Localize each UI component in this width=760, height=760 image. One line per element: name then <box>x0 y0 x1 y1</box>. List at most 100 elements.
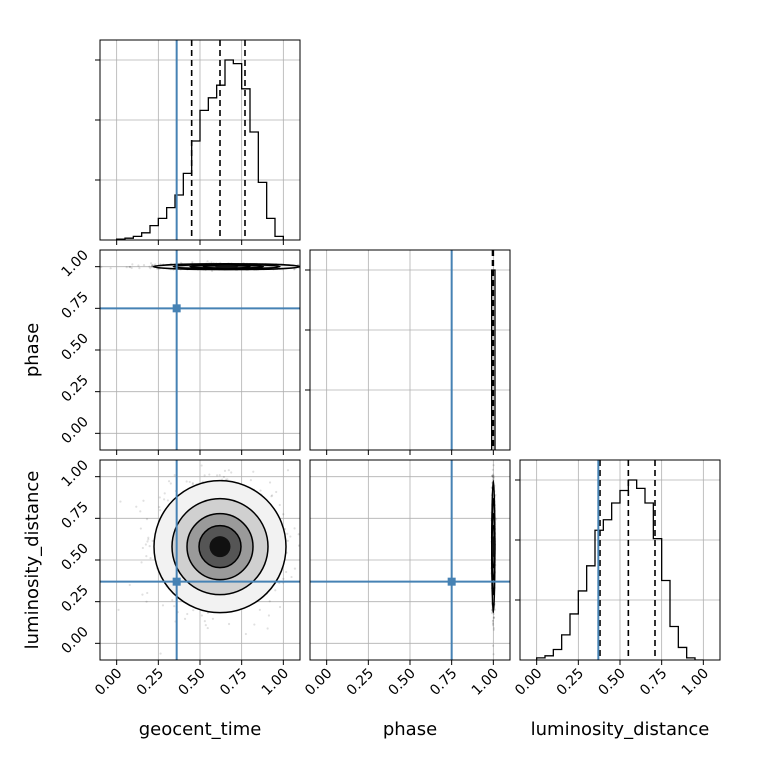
sample-point <box>131 263 134 266</box>
sample-point <box>491 475 494 478</box>
panel-frame <box>519 459 721 661</box>
panels: 0.000.250.500.751.000.000.250.500.751.00… <box>58 39 721 699</box>
sample-point <box>119 500 122 503</box>
sample-point <box>100 265 103 268</box>
sample-point <box>491 468 494 471</box>
sample-point <box>206 260 209 263</box>
sample-point <box>145 517 149 521</box>
sample-point <box>180 261 183 265</box>
sample-point <box>286 532 289 535</box>
sample-point <box>278 503 281 507</box>
sample-point <box>492 476 495 479</box>
sample-point <box>492 617 495 620</box>
truth-marker <box>172 577 181 586</box>
sample-point <box>491 619 495 622</box>
sample-point <box>258 608 261 611</box>
ylabel-phase: phase <box>22 323 43 377</box>
panel-frame <box>99 249 301 451</box>
sample-point <box>130 266 133 270</box>
sample-point <box>186 612 189 616</box>
sample-point <box>278 605 282 609</box>
sample-point <box>208 473 211 476</box>
sample-point <box>139 510 142 513</box>
sample-point <box>492 476 495 479</box>
xlabel-luminosity-distance: luminosity_distance <box>531 719 710 740</box>
sample-point <box>230 471 233 474</box>
sample-point <box>145 555 148 558</box>
sample-point <box>282 513 285 516</box>
ylabel-luminosity-distance: luminosity_distance <box>22 471 43 650</box>
sample-point <box>492 627 495 630</box>
sample-point <box>191 483 194 486</box>
sample-point <box>148 265 151 268</box>
sample-point <box>154 263 157 266</box>
sample-point <box>252 470 255 473</box>
xlabel-phase: phase <box>383 719 437 740</box>
sample-point <box>135 505 138 508</box>
sample-point <box>259 489 262 492</box>
truth-marker <box>447 577 456 586</box>
sample-point <box>493 608 497 611</box>
sample-point <box>137 264 140 267</box>
sample-point <box>491 620 494 623</box>
sample-point <box>492 616 496 619</box>
panel-frame <box>99 459 301 661</box>
axis-labels: geocent_time phase luminosity_distance p… <box>22 323 709 740</box>
sample-point <box>215 474 219 477</box>
sample-point <box>158 496 161 499</box>
sample-point <box>147 538 150 541</box>
sample-point <box>275 490 278 494</box>
panel-frame <box>309 459 511 661</box>
sample-point <box>192 609 195 612</box>
sample-point <box>270 495 273 498</box>
sample-point <box>146 540 149 543</box>
sample-point <box>117 608 120 611</box>
sample-point <box>274 589 277 592</box>
panel-frame <box>99 39 301 241</box>
sample-point <box>268 600 271 603</box>
sample-point <box>286 539 290 542</box>
sample-point <box>151 264 154 267</box>
histogram-geocent-time <box>116 59 284 240</box>
sample-point <box>144 543 147 546</box>
sample-point <box>109 267 112 270</box>
sample-point <box>150 262 153 265</box>
sample-point <box>128 265 131 269</box>
sample-point <box>491 474 494 477</box>
panel-luminosity-distance-vs-phase: 0.00 0.25 0.50 0.75 1.00 <box>302 459 511 699</box>
sample-point <box>267 614 271 617</box>
sample-point <box>200 464 203 467</box>
sample-point <box>128 583 131 587</box>
sample-point <box>191 482 194 485</box>
sample-point <box>148 545 151 548</box>
sample-point <box>293 567 297 570</box>
sample-point <box>142 499 145 502</box>
sample-point <box>140 561 143 564</box>
sample-point <box>223 469 227 472</box>
sample-point <box>492 464 495 467</box>
sample-point <box>147 536 150 539</box>
truth-marker <box>172 304 181 313</box>
sample-point <box>226 478 229 481</box>
sample-point <box>191 261 194 264</box>
sample-point <box>268 481 272 484</box>
sample-point <box>492 476 495 479</box>
sample-point <box>206 626 209 630</box>
sample-point <box>173 604 176 608</box>
sample-point <box>146 591 149 595</box>
sample-point <box>167 480 171 483</box>
xlabel-geocent-time: geocent_time <box>139 719 262 740</box>
sample-point <box>282 577 285 580</box>
sample-point <box>211 617 215 620</box>
sample-point <box>171 599 174 602</box>
sample-point <box>492 612 495 616</box>
sample-point <box>162 498 166 501</box>
sample-point <box>188 480 191 484</box>
sample-point <box>139 527 142 530</box>
sample-point <box>151 265 154 268</box>
sample-point <box>491 474 494 478</box>
sample-point <box>141 546 144 550</box>
sample-point <box>244 632 247 636</box>
sample-point <box>138 267 141 270</box>
